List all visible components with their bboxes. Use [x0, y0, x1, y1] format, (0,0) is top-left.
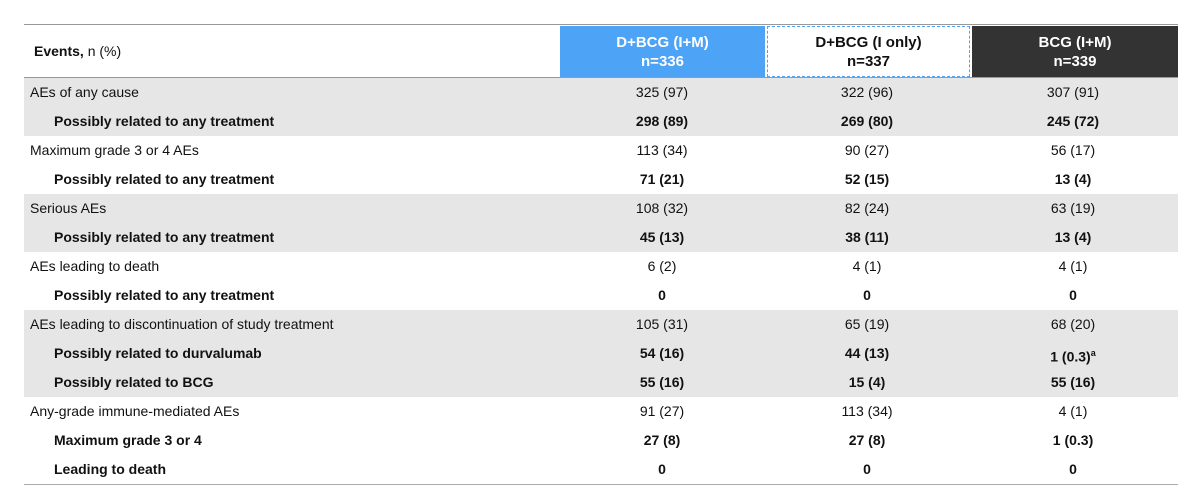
- value-cell: 27 (8): [848, 432, 886, 448]
- column-header: D+BCG (I+M) n=336: [560, 26, 765, 77]
- value-cell: 1 (0.3)a: [1013, 339, 1133, 372]
- top-rule: [24, 24, 1178, 25]
- value-cell: 13 (4): [1054, 171, 1092, 187]
- value-cell: 269 (80): [840, 113, 894, 129]
- column-n: n=336: [641, 52, 684, 70]
- group-rule: [24, 484, 1178, 485]
- group-band: [24, 194, 1178, 252]
- value-cell: 325 (97): [635, 84, 689, 100]
- column-name: D+BCG (I only): [815, 33, 922, 51]
- value-cell: 68 (20): [1050, 316, 1096, 332]
- value-cell: 322 (96): [840, 84, 894, 100]
- column-header: D+BCG (I only) n=337: [767, 26, 970, 77]
- value-cell: 55 (16): [1050, 374, 1096, 390]
- footnote-mark: a: [1090, 348, 1096, 358]
- row-label: Possibly related to any treatment: [54, 287, 275, 303]
- value-cell: 45 (13): [639, 229, 685, 245]
- row-label: Possibly related to any treatment: [54, 229, 275, 245]
- value-cell: 52 (15): [844, 171, 890, 187]
- group-band: [24, 397, 1178, 484]
- column-name: BCG (I+M): [1038, 33, 1112, 51]
- row-label: Maximum grade 3 or 4: [54, 432, 202, 448]
- row-label: Possibly related to any treatment: [54, 171, 275, 187]
- row-label: Leading to death: [54, 461, 166, 477]
- value-cell: 0: [1069, 287, 1077, 303]
- value-cell: 113 (34): [841, 403, 893, 419]
- column-n: n=339: [1053, 52, 1097, 70]
- column-n: n=337: [847, 52, 890, 70]
- value-cell: 105 (31): [635, 316, 689, 332]
- value-cell: 0: [1069, 461, 1077, 477]
- value-cell: 0: [863, 461, 871, 477]
- row-label: Possibly related to BCG: [54, 374, 214, 390]
- value: 1 (0.3): [1050, 348, 1091, 365]
- row-label: Any-grade immune-mediated AEs: [30, 403, 240, 419]
- value-cell: 54 (16): [639, 345, 685, 361]
- row-label: AEs leading to discontinuation of study …: [30, 316, 334, 332]
- value-cell: 4 (1): [852, 258, 882, 274]
- group-band: [24, 252, 1178, 310]
- value-cell: 307 (91): [1046, 84, 1100, 100]
- value-cell: 0: [863, 287, 871, 303]
- column-header: BCG (I+M) n=339: [972, 26, 1178, 77]
- group-band: [24, 136, 1178, 194]
- value-cell: 82 (24): [844, 200, 890, 216]
- row-label: Possibly related to any treatment: [54, 113, 275, 129]
- events-label: Events,: [34, 43, 84, 59]
- events-header: Events, n (%): [34, 25, 121, 77]
- value-cell: 108 (32): [635, 200, 689, 216]
- column-name: D+BCG (I+M): [616, 33, 709, 51]
- value-cell: 63 (19): [1050, 200, 1096, 216]
- value-cell: 55 (16): [639, 374, 685, 390]
- value-cell: 44 (13): [844, 345, 890, 361]
- value-cell: 90 (27): [844, 142, 890, 158]
- value-cell: 0: [658, 461, 666, 477]
- value-cell: 4 (1): [1058, 403, 1088, 419]
- value-cell: 13 (4): [1054, 229, 1092, 245]
- value-cell: 113 (34): [636, 142, 688, 158]
- value-cell: 298 (89): [635, 113, 689, 129]
- value-cell: 6 (2): [647, 258, 677, 274]
- value-cell: 91 (27): [639, 403, 685, 419]
- row-label: AEs of any cause: [30, 84, 139, 100]
- value-cell: 65 (19): [844, 316, 890, 332]
- value-cell: 38 (11): [845, 229, 889, 245]
- row-label: Maximum grade 3 or 4 AEs: [30, 142, 199, 158]
- value-cell: 0: [658, 287, 666, 303]
- row-label: AEs leading to death: [30, 258, 160, 274]
- group-band: [24, 78, 1178, 136]
- value-cell: 27 (8): [643, 432, 681, 448]
- group-band: [24, 310, 1178, 397]
- value-cell: 15 (4): [848, 374, 886, 390]
- value-cell: 4 (1): [1058, 258, 1088, 274]
- value-cell: 71 (21): [639, 171, 685, 187]
- value-cell: 1 (0.3): [1052, 432, 1094, 448]
- value-cell: 245 (72): [1046, 113, 1100, 129]
- events-unit: n (%): [87, 43, 122, 59]
- row-label: Possibly related to durvalumab: [54, 345, 262, 361]
- value-cell: 56 (17): [1050, 142, 1096, 158]
- header-rule: [24, 77, 1178, 78]
- row-label: Serious AEs: [30, 200, 107, 216]
